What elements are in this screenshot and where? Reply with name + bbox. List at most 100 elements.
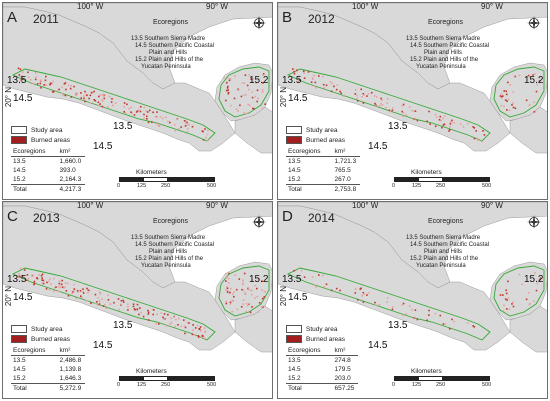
- burned-patch: [123, 102, 126, 104]
- burned-patch: [139, 106, 142, 108]
- burned-patch: [170, 321, 173, 324]
- table-header-row: Ecoregions km²: [11, 147, 86, 157]
- burned-patch: [405, 114, 408, 116]
- map-canvas: [278, 3, 547, 199]
- burned-patch: [507, 297, 510, 300]
- burned-patch: [512, 91, 515, 93]
- legend-item-burned: Burned areas: [286, 135, 345, 145]
- burned-patch: [226, 287, 229, 290]
- burned-patch: [160, 312, 163, 314]
- area-km2-cell: 1,646.3: [59, 375, 82, 382]
- burned-patch: [261, 89, 264, 91]
- burned-patch: [429, 123, 431, 125]
- scale-bar: [394, 177, 490, 182]
- table-header-row: Ecoregions km²: [286, 346, 359, 356]
- burned-patch: [55, 286, 57, 288]
- burned-patch: [194, 327, 197, 329]
- burned-patch: [227, 282, 230, 284]
- scale-tick: 500: [207, 382, 217, 388]
- burned-patch: [135, 111, 138, 113]
- burned-patch: [426, 120, 428, 123]
- panel-year: 2013: [33, 211, 60, 225]
- burned-patch: [529, 103, 531, 106]
- total-label-cell: Total: [286, 383, 325, 393]
- burned-patch: [535, 90, 538, 93]
- table-row: 15.2 203.0: [286, 374, 358, 384]
- burned-patch: [296, 69, 298, 72]
- burned-patch: [143, 106, 146, 109]
- burned-patch: [33, 282, 36, 285]
- burned-patch: [256, 89, 259, 92]
- burned-patch: [251, 279, 253, 281]
- burned-patch: [89, 94, 92, 97]
- burned-patch: [388, 109, 391, 112]
- burned-patch: [48, 280, 50, 283]
- burned-patch: [428, 314, 430, 316]
- land-mexico: [3, 6, 236, 152]
- burned-patch: [413, 110, 415, 112]
- burned-patch: [112, 104, 114, 107]
- burned-patch: [87, 292, 89, 294]
- burned-patch: [230, 104, 232, 107]
- burned-patch: [99, 103, 101, 105]
- burned-patch: [443, 123, 446, 125]
- scale-title: Kilometers: [411, 169, 442, 176]
- ecoregion-line: Yucatan Peninsula: [416, 263, 466, 269]
- burned-patch: [249, 311, 252, 314]
- scale-tick: 0: [392, 183, 396, 189]
- burned-patch: [380, 103, 382, 105]
- map-legend: Study area Burned areas: [286, 324, 345, 344]
- scale-bar: [394, 376, 490, 381]
- legend-label: Study area: [306, 325, 338, 333]
- burned-patch: [54, 286, 56, 289]
- burned-patch: [525, 99, 528, 102]
- ecoregion-code-cell: 15.2: [288, 375, 301, 382]
- burned-patch: [444, 115, 446, 117]
- burned-patch: [323, 286, 326, 288]
- burned-patch: [255, 82, 257, 84]
- burned-patch: [101, 298, 103, 300]
- burned-patch: [122, 301, 125, 303]
- table-total-row: Total 657.25: [286, 383, 359, 393]
- burned-patch: [139, 110, 142, 113]
- burned-patch: [184, 125, 187, 127]
- burned-patch: [538, 279, 541, 281]
- burned-patch: [139, 307, 141, 309]
- total-label-cell: Total: [286, 184, 325, 194]
- burned-patch: [354, 93, 357, 95]
- burned-patch: [246, 84, 249, 87]
- scale-title: Kilometers: [136, 368, 167, 375]
- study-area-sierra: [286, 267, 491, 341]
- burned-patch: [44, 79, 47, 82]
- burned-patch: [342, 95, 345, 97]
- burned-patch: [242, 282, 244, 285]
- map-label-13-5-south: 13.5: [388, 121, 408, 132]
- burned-patch: [254, 95, 257, 98]
- burned-patch: [49, 278, 51, 280]
- burned-patch: [136, 303, 139, 306]
- burned-patch: [261, 289, 263, 291]
- burned-patch: [434, 312, 437, 315]
- burned-patch: [261, 297, 264, 300]
- table-row: 15.2 1,646.3: [11, 374, 85, 384]
- burned-patch: [257, 97, 259, 100]
- burned-patch: [21, 75, 24, 77]
- burned-patch: [367, 93, 370, 95]
- burned-patch: [233, 291, 235, 293]
- burned-patch: [69, 87, 72, 90]
- burned-patch: [94, 99, 97, 102]
- burned-patch: [96, 301, 98, 303]
- burned-area-table: Ecoregions km² 13.5 2,486.8 14.5 1,139.8 1…: [11, 346, 86, 393]
- burned-patch: [93, 90, 95, 93]
- legend-item-burned: Burned areas: [11, 334, 70, 344]
- area-km2-cell: 267.0: [334, 176, 351, 183]
- burned-patch: [94, 293, 97, 296]
- burned-patch: [73, 288, 76, 290]
- burned-patch: [481, 140, 483, 143]
- burned-patch: [335, 287, 338, 290]
- panel-letter: D: [282, 208, 293, 225]
- burned-patch: [472, 126, 474, 128]
- area-km2-cell: 2,486.8: [59, 357, 82, 364]
- table-header-row: Ecoregions km²: [11, 346, 86, 356]
- burned-patch: [298, 75, 300, 78]
